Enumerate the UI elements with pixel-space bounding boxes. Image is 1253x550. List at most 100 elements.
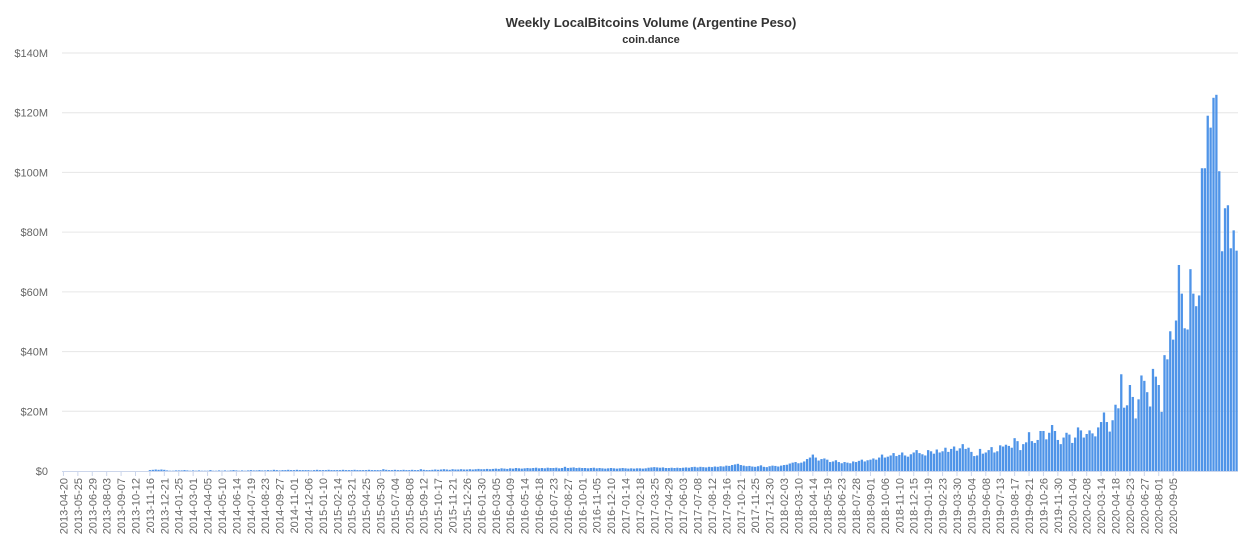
bar [834,460,838,471]
bar [281,470,284,471]
bar [364,470,368,471]
bar [699,466,702,471]
bar [849,463,852,471]
bar [321,470,325,471]
bar [258,470,261,471]
bar [439,469,443,471]
y-tick-label: $40M [20,347,48,359]
bar [779,465,783,471]
bar [886,456,889,471]
bar [232,470,235,471]
bar [1143,380,1146,471]
bar [569,467,572,471]
bar [820,459,823,471]
bar [777,466,780,471]
bar [687,467,691,471]
bar [950,448,953,471]
bar [598,468,601,471]
bar [866,460,869,471]
bar [307,470,310,471]
bar [454,469,457,471]
bar [483,469,486,471]
bar [416,470,420,471]
x-tick-label: 2019-06-08 [981,478,993,534]
bar [742,465,745,471]
x-tick-label: 2018-09-01 [866,478,878,534]
bar [197,470,201,471]
bar [581,468,584,471]
x-tick-label: 2019-07-13 [995,478,1007,534]
bar [1131,396,1134,471]
bar [1027,432,1031,471]
bar [566,468,570,471]
bar [362,470,365,471]
bar [529,468,532,471]
x-tick-label: 2017-09-16 [721,478,733,534]
bar [1042,430,1045,471]
bar [1169,331,1172,471]
bar [843,462,846,471]
bar [1102,412,1106,471]
bar [514,468,518,471]
bar [1088,430,1091,471]
bar [722,466,725,471]
bar [895,456,898,471]
bar [644,468,647,471]
bar [716,466,719,471]
bar [1071,442,1074,471]
bar [1160,411,1163,471]
x-tick-label: 2016-03-05 [491,478,503,534]
bar [785,464,789,471]
bar [863,461,866,471]
bar [223,470,227,471]
bar [791,462,794,471]
bar [157,469,160,471]
bar [1007,445,1011,471]
bar [1036,439,1039,471]
x-tick-label: 2015-05-30 [376,478,388,534]
bar [915,450,918,471]
bar [1114,404,1117,471]
bar [707,466,711,471]
bar [552,468,555,471]
bar [578,467,581,471]
bar [624,468,627,471]
bar [448,469,451,471]
bar [428,470,431,471]
bar [275,470,278,471]
bar [500,468,503,471]
bar [1232,230,1235,471]
bar [249,470,252,471]
bar [549,468,552,471]
x-tick-label: 2013-09-07 [116,478,128,534]
bar [952,446,956,471]
bar [892,453,895,471]
bar [304,470,307,471]
x-tick-label: 2013-04-20 [58,478,70,534]
x-tick-label: 2017-10-21 [736,478,748,534]
bar [310,470,313,471]
x-tick-label: 2015-10-17 [433,478,445,534]
bar [924,455,927,471]
x-tick-label: 2019-05-04 [966,478,978,534]
bar [460,469,463,471]
bar [719,466,722,471]
bar [837,462,840,471]
bar [532,468,535,471]
x-tick-label: 2016-07-23 [548,478,560,534]
x-tick-label: 2018-04-14 [808,478,820,534]
bar [889,455,892,471]
x-tick-label: 2013-12-21 [159,478,171,534]
bar [978,448,982,471]
bar [808,457,812,471]
bar [488,469,492,471]
bar [869,459,872,471]
bar [1125,405,1129,471]
bar [408,470,411,471]
bar [517,468,521,471]
bar [526,468,529,471]
x-tick-label: 2014-08-23 [260,478,272,534]
bar [941,451,944,471]
bar [1073,437,1077,471]
bar [1220,251,1224,471]
